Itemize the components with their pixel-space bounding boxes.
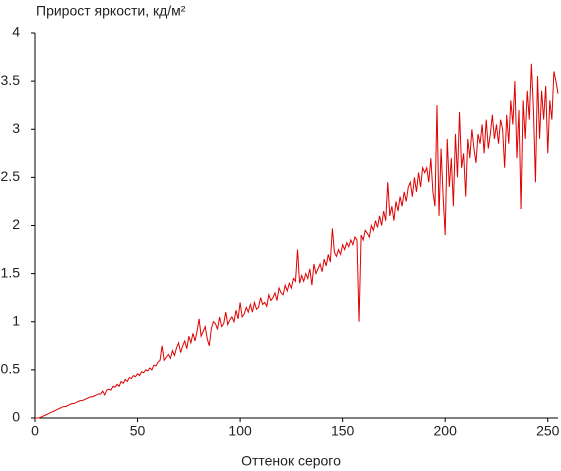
y-tick-label: 0 — [12, 409, 20, 425]
data-line — [35, 63, 559, 419]
chart-title: Прирост яркости, кд/м² — [36, 3, 186, 19]
x-tick-label: 250 — [536, 423, 560, 439]
x-axis-label: Оттенок серого — [241, 453, 341, 469]
y-tick-label: 3.5 — [1, 72, 21, 88]
x-tick-label: 0 — [31, 423, 39, 439]
y-tick-label: 4 — [12, 24, 20, 40]
x-tick-label: 50 — [130, 423, 146, 439]
y-tick-label: 2 — [12, 216, 20, 232]
y-tick-label: 3 — [12, 120, 20, 136]
x-tick-label: 100 — [228, 423, 252, 439]
y-tick-label: 1 — [12, 312, 20, 328]
y-tick-label: 0.5 — [1, 361, 21, 377]
x-tick-label: 150 — [331, 423, 355, 439]
x-tick-label: 200 — [434, 423, 458, 439]
y-tick-label: 2.5 — [1, 168, 21, 184]
y-tick-label: 1.5 — [1, 264, 21, 280]
